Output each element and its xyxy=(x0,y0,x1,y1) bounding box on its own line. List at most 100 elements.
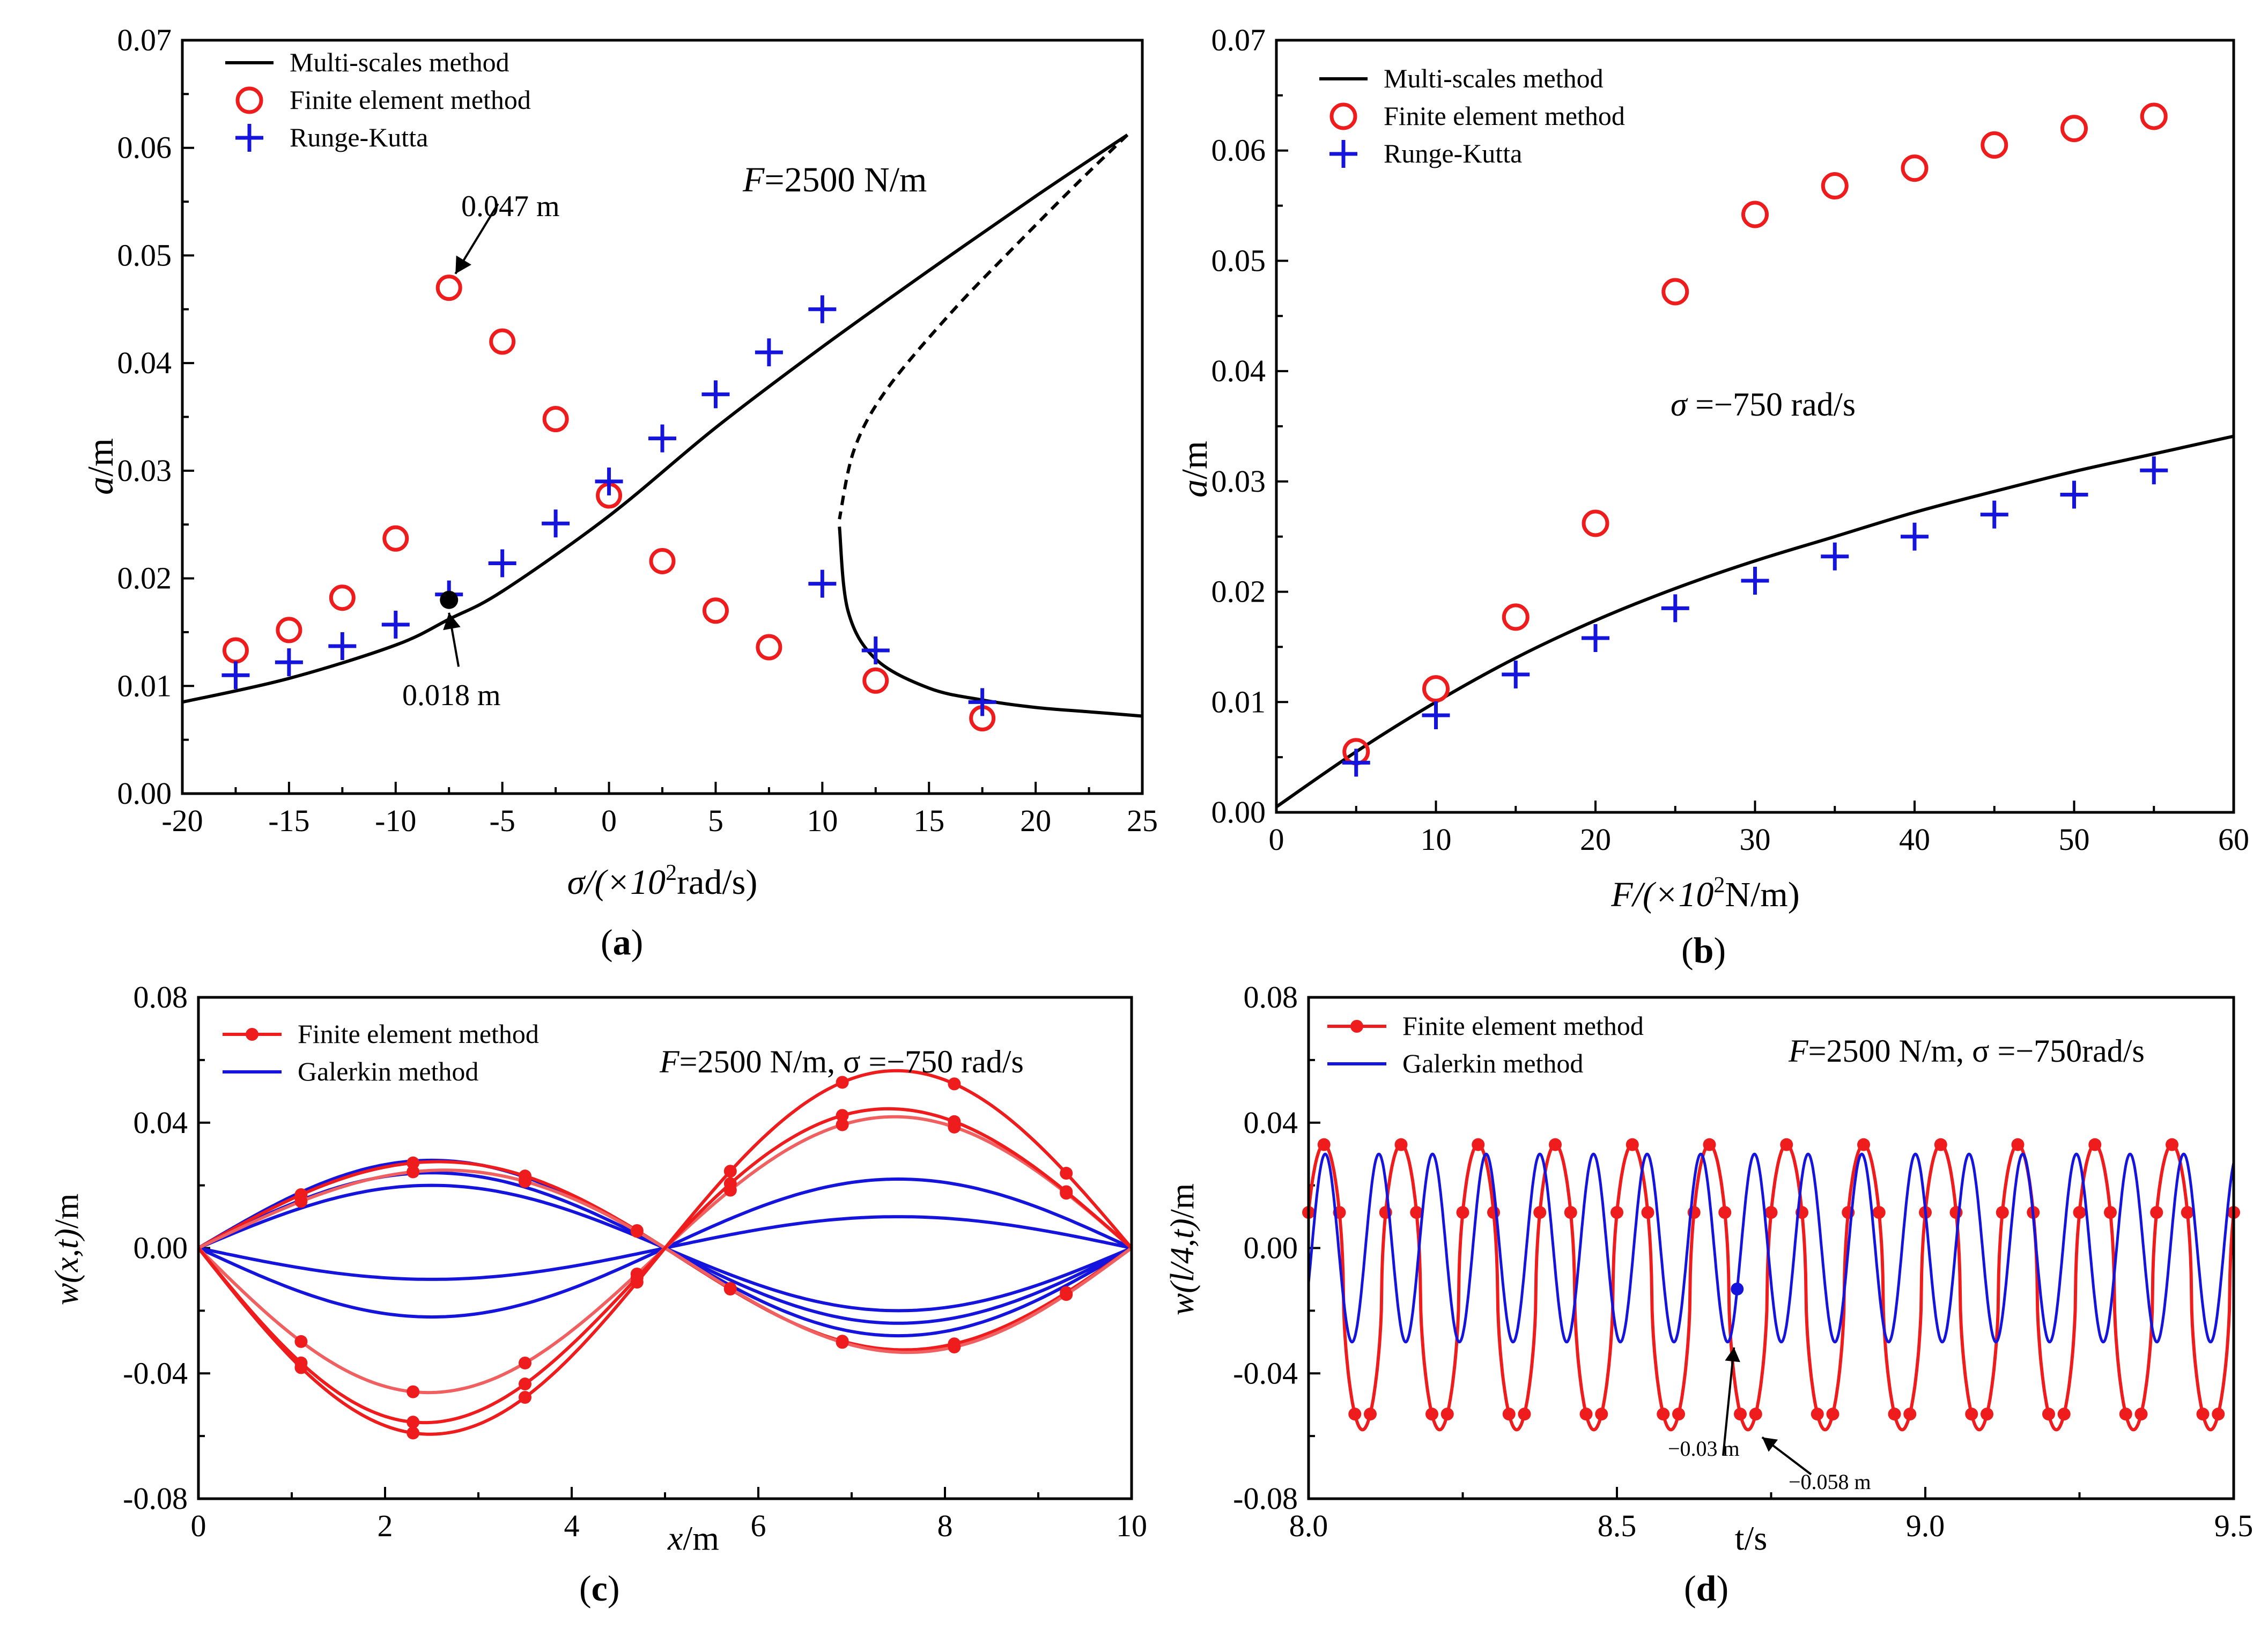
fem-node xyxy=(1996,1206,2009,1219)
x-tick-label: 40 xyxy=(1899,822,1930,857)
fem-node xyxy=(948,1115,961,1128)
fem-point xyxy=(2140,102,2168,130)
rk-point xyxy=(1821,542,1849,571)
legend-label: Galerkin method xyxy=(298,1056,478,1086)
y-tick-label: 0.04 xyxy=(1244,1105,1298,1140)
callout-label: −0.03 m xyxy=(1668,1437,1740,1461)
callout-label: 0.047 m xyxy=(461,190,560,223)
fem-node xyxy=(836,1076,849,1089)
fem-node xyxy=(723,1282,737,1295)
unstable-branch-line xyxy=(838,134,1129,520)
legend-label: Runge-Kutta xyxy=(1384,138,1522,168)
x-tick-label: -20 xyxy=(161,803,203,838)
annotation-force: F=2500 N/m xyxy=(742,160,927,199)
rk-point xyxy=(381,610,410,639)
y-tick-label: 0.01 xyxy=(117,668,172,703)
fem-node xyxy=(948,1077,961,1091)
legend-label: Finite element method xyxy=(1384,101,1625,131)
fem-node xyxy=(2073,1206,2086,1219)
x-tick-label: 30 xyxy=(1740,822,1771,857)
legend-swatch xyxy=(1329,102,1357,130)
highlight-point xyxy=(440,590,459,609)
plot-frame xyxy=(181,39,1144,795)
y-axis-label: a/m xyxy=(80,438,121,495)
panel-d: 8.0 8.5 9.0 9.5 -0.08 -0.04 0.00 0.04 0.08 Finit… xyxy=(1164,980,2253,1609)
x-tick-label: 2 xyxy=(378,1508,393,1543)
fem-node xyxy=(294,1361,308,1374)
fem-point xyxy=(276,617,302,643)
plot-frame xyxy=(197,996,1133,1500)
fem-node xyxy=(723,1177,737,1190)
y-tick-label: -0.04 xyxy=(123,1356,188,1390)
fem-node xyxy=(1549,1138,1562,1151)
x-tick-label: 9.5 xyxy=(2214,1508,2254,1543)
multi-scales-line xyxy=(838,526,1143,718)
fem-node xyxy=(2011,1138,2025,1151)
fem-point xyxy=(1821,172,1849,200)
rk-point xyxy=(861,636,890,665)
rk-point xyxy=(595,467,623,495)
x-tick-label: 0 xyxy=(1269,822,1284,857)
fem-node xyxy=(630,1276,644,1289)
legend-swatch-dot xyxy=(1350,1020,1363,1033)
callout-arrowhead xyxy=(1762,1437,1778,1452)
x-axis-label: t/s xyxy=(1735,1519,1767,1557)
plot-frame xyxy=(1275,39,2235,814)
fem-node xyxy=(1595,1408,1608,1421)
fem-node xyxy=(1657,1408,1670,1421)
y-tick-label: 0.04 xyxy=(134,1105,188,1140)
fem-point xyxy=(542,406,569,433)
y-tick-label: 0.00 xyxy=(1211,795,1266,830)
y-tick-label: 0.07 xyxy=(1211,23,1266,57)
fem-node xyxy=(294,1335,308,1348)
rk-point xyxy=(1741,567,1769,595)
legend-label: Runge-Kutta xyxy=(290,122,428,152)
fem-node xyxy=(948,1341,961,1354)
fem-node xyxy=(519,1175,531,1188)
fem-node xyxy=(407,1165,420,1179)
fem-point xyxy=(2060,115,2088,143)
fem-point xyxy=(862,667,889,694)
rk-point xyxy=(221,661,250,690)
x-tick-label: 8.5 xyxy=(1598,1508,1637,1543)
fem-node xyxy=(1703,1138,1716,1151)
fem-node xyxy=(630,1225,644,1238)
rk-point xyxy=(2140,456,2168,485)
x-tick-label: 6 xyxy=(751,1508,766,1543)
legend-label: Finite element method xyxy=(298,1019,539,1049)
panel-caption: (a) xyxy=(601,922,643,962)
fem-node xyxy=(2042,1408,2055,1421)
x-tick-label: 20 xyxy=(1020,803,1051,838)
fem-node xyxy=(1641,1206,1654,1219)
x-axis-label: σ/(×102rad/s) xyxy=(567,861,758,902)
fem-point xyxy=(1981,131,2008,159)
fem-node xyxy=(723,1165,737,1178)
fem-node xyxy=(407,1426,420,1440)
legend-label: Galerkin method xyxy=(1402,1048,1583,1078)
fem-node xyxy=(1981,1408,1993,1421)
fem-node xyxy=(1903,1408,1917,1421)
panel-caption: (b) xyxy=(1681,930,1726,971)
y-axis-label: w(x,t)/m xyxy=(49,1194,85,1305)
y-tick-label: 0.08 xyxy=(134,980,188,1015)
fem-node xyxy=(1718,1206,1732,1219)
fem-point xyxy=(1422,675,1450,703)
fem-node xyxy=(1348,1408,1362,1421)
fem-node xyxy=(1811,1408,1824,1421)
rk-point xyxy=(1422,701,1450,729)
callout-label: 0.018 m xyxy=(402,679,501,712)
panel-c: 0 2 4 6 8 10 -0.08 -0.04 0.00 0.04 0.08 Finite ele… xyxy=(49,980,1147,1609)
panel-caption: (c) xyxy=(579,1568,620,1609)
y-tick-label: -0.04 xyxy=(1233,1356,1298,1390)
fem-node xyxy=(1502,1408,1516,1421)
y-tick-label: -0.08 xyxy=(123,1481,188,1516)
x-tick-label: 15 xyxy=(913,803,944,838)
callout-arrowhead xyxy=(443,612,461,631)
fem-point xyxy=(1901,154,1929,182)
panel-a: -20 -15 -10 -5 0 5 10 15 20 25 0.00 0.01 0.02 0.03 0.0… xyxy=(80,23,1158,962)
legend-swatch-dot xyxy=(246,1028,258,1041)
fem-node xyxy=(1440,1408,1454,1421)
x-tick-label: 0 xyxy=(191,1508,206,1543)
fem-point xyxy=(1741,201,1769,228)
fem-node xyxy=(1410,1206,1423,1219)
